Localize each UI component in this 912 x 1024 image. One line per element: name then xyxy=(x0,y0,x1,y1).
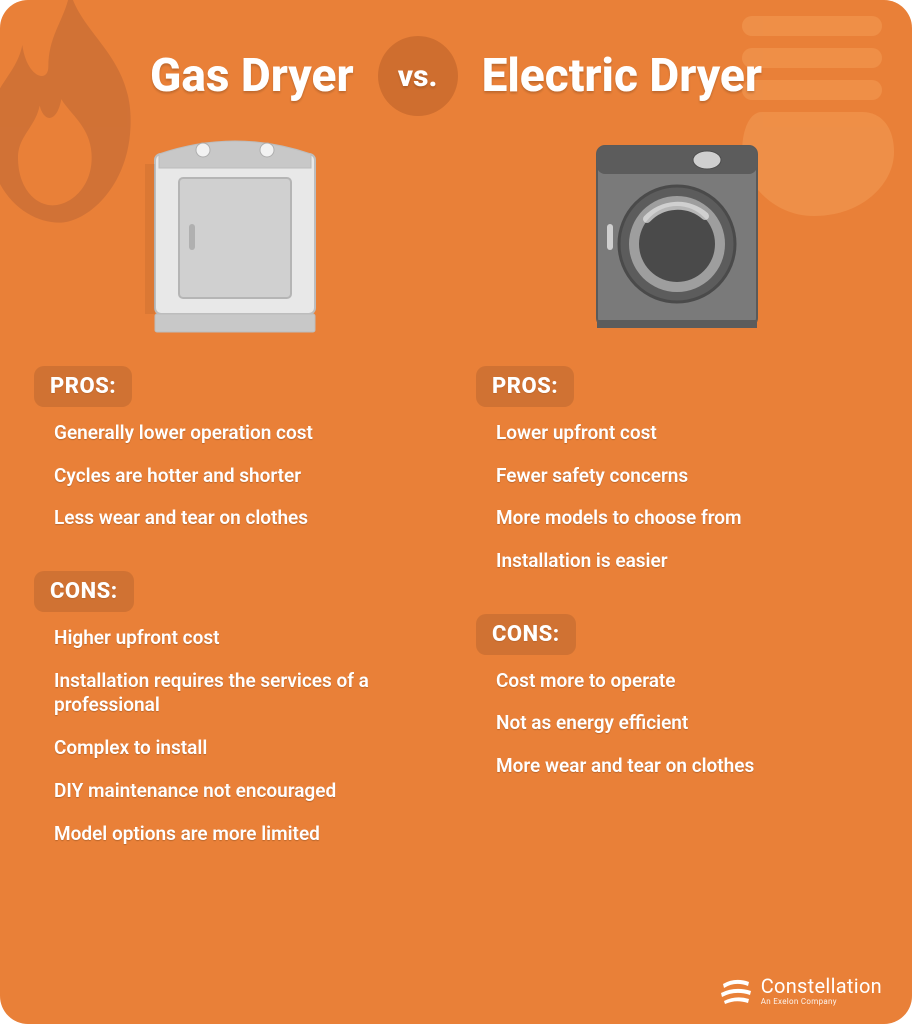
list-item: DIY maintenance not encouraged xyxy=(54,779,414,804)
brand-tagline: An Exelon Company xyxy=(761,998,882,1006)
electric-column: PROS: Lower upfront cost Fewer safety co… xyxy=(476,124,878,880)
electric-dryer-icon xyxy=(587,124,767,334)
electric-cons-label: CONS: xyxy=(476,614,576,655)
gas-pros-label: PROS: xyxy=(34,366,132,407)
gas-dryer-icon xyxy=(145,124,325,334)
infographic-card: Gas Dryer vs. Electric Dryer PRO xyxy=(0,0,912,1024)
brand-logo: Constellation An Exelon Company xyxy=(721,976,882,1006)
header: Gas Dryer vs. Electric Dryer xyxy=(0,0,912,124)
list-item: Higher upfront cost xyxy=(54,626,414,651)
electric-cons-list: Cost more to operate Not as energy effic… xyxy=(476,669,878,813)
electric-pros-list: Lower upfront cost Fewer safety concerns… xyxy=(476,421,878,608)
list-item: Cost more to operate xyxy=(496,669,856,694)
vs-badge: vs. xyxy=(378,36,458,116)
list-item: Not as energy efficient xyxy=(496,711,856,736)
list-item: More wear and tear on clothes xyxy=(496,754,856,779)
list-item: Installation is easier xyxy=(496,549,856,574)
brand-text: Constellation An Exelon Company xyxy=(761,976,882,1006)
list-item: Model options are more limited xyxy=(54,822,414,847)
list-item: Lower upfront cost xyxy=(496,421,856,446)
gas-dryer-illustration xyxy=(34,124,436,334)
electric-pros-label: PROS: xyxy=(476,366,574,407)
list-item: Installation requires the services of a … xyxy=(54,669,414,718)
brand-name: Constellation xyxy=(761,976,882,996)
gas-cons-label: CONS: xyxy=(34,571,134,612)
columns: PROS: Generally lower operation cost Cyc… xyxy=(0,124,912,880)
list-item: Less wear and tear on clothes xyxy=(54,506,414,531)
list-item: More models to choose from xyxy=(496,506,856,531)
gas-cons-list: Higher upfront cost Installation require… xyxy=(34,626,436,880)
vs-label: vs. xyxy=(398,59,438,94)
gas-pros-list: Generally lower operation cost Cycles ar… xyxy=(34,421,436,565)
list-item: Complex to install xyxy=(54,736,414,761)
electric-dryer-illustration xyxy=(476,124,878,334)
list-item: Cycles are hotter and shorter xyxy=(54,464,414,489)
list-item: Fewer safety concerns xyxy=(496,464,856,489)
left-title: Gas Dryer xyxy=(150,49,354,103)
gas-column: PROS: Generally lower operation cost Cyc… xyxy=(34,124,436,880)
list-item: Generally lower operation cost xyxy=(54,421,414,446)
constellation-mark-icon xyxy=(721,978,751,1004)
right-title: Electric Dryer xyxy=(482,49,762,103)
